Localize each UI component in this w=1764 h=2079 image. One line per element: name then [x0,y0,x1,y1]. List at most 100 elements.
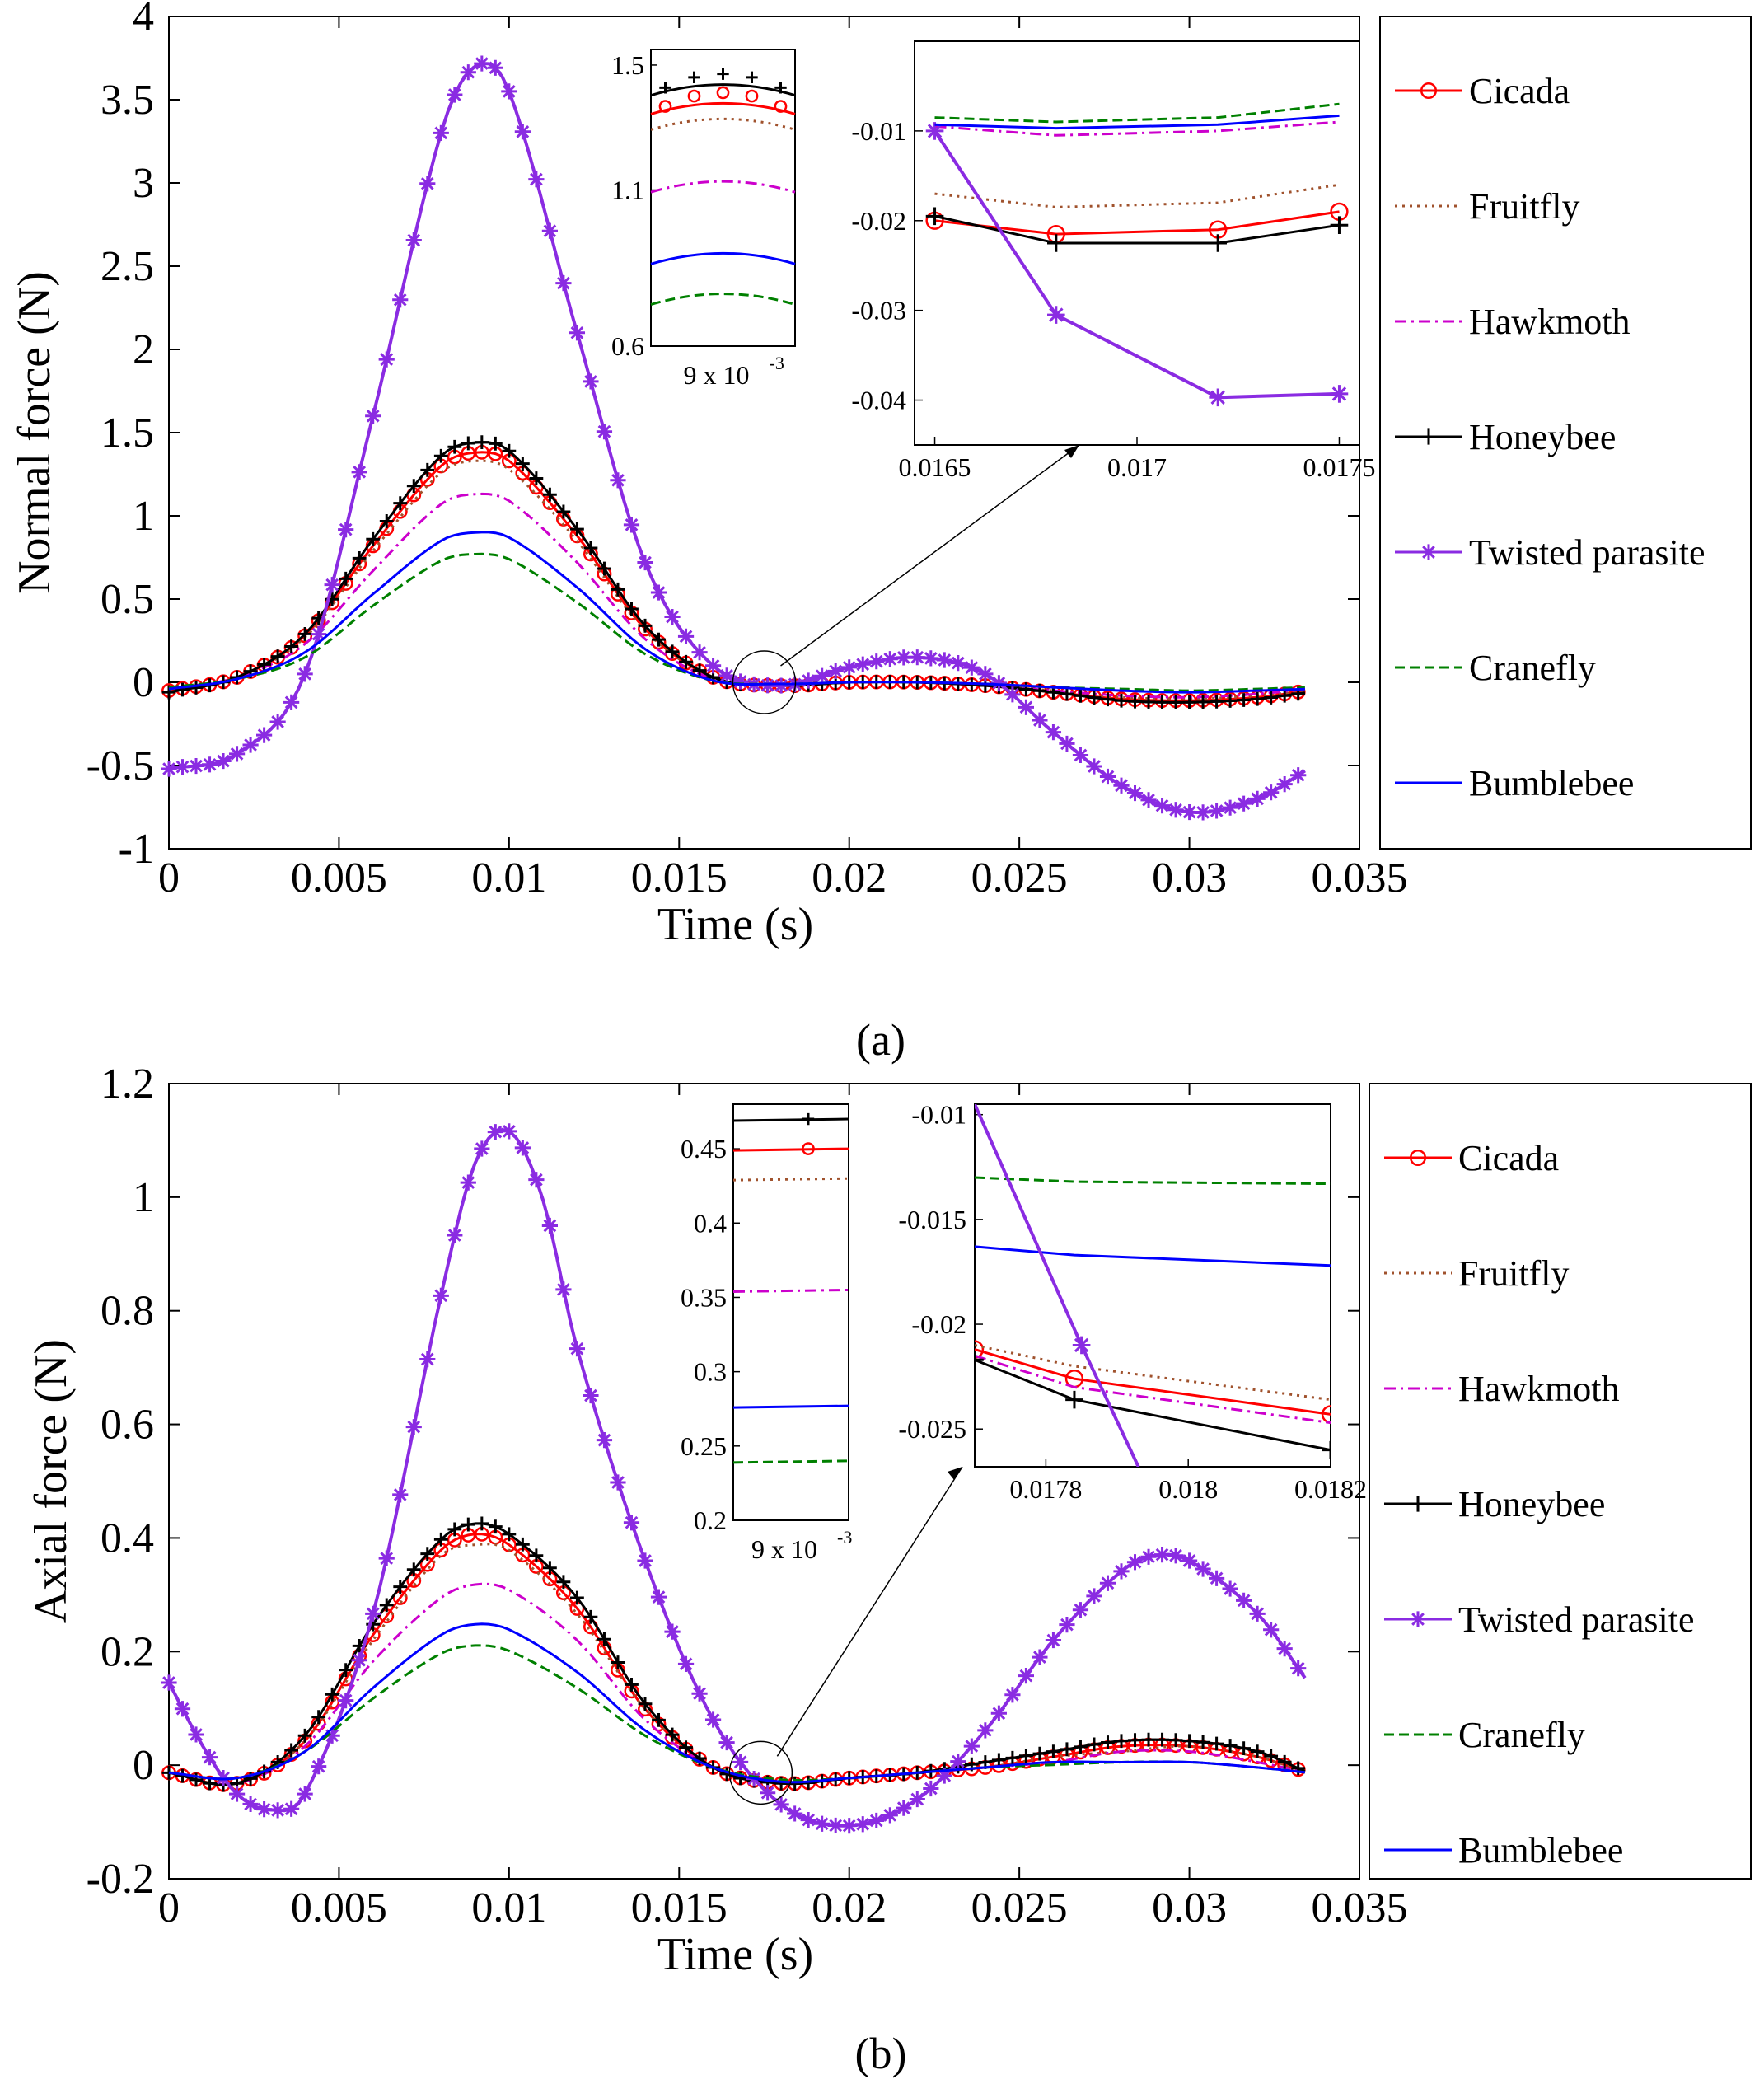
inset-series-line [934,214,1340,245]
y-tick-label: 3 [133,160,154,207]
marker-plus [529,1548,544,1563]
inset-x-tick-label: 0.018 [1158,1474,1218,1504]
marker-plus [638,1697,653,1711]
marker-plus [688,71,700,84]
legend-label: Fruitfly [1458,1253,1569,1294]
inset-series-line [934,120,1340,137]
x-tick-label: 0 [158,1885,180,1932]
marker-plus [1074,1740,1088,1754]
marker-plus [1046,1744,1060,1758]
marker-star [814,667,831,684]
marker-plus [420,1547,435,1561]
marker-star [664,1623,681,1640]
legend-label: Honeybee [1469,417,1616,457]
marker-star [583,373,599,390]
marker-star [950,655,966,672]
zoom-arrow [780,444,1080,667]
marker-plus [529,471,544,485]
marker-plus [1410,1496,1426,1512]
inset-series-line [732,1117,849,1122]
zoom-circle [732,650,797,714]
marker-plus [1141,1732,1156,1747]
marker-star [1004,1687,1021,1703]
marker-star [650,584,667,601]
marker-star [977,1722,994,1739]
marker-star [311,1758,327,1775]
marker-star [1113,1563,1130,1580]
marker-star [269,714,286,730]
marker-plus [366,531,381,546]
inset-series-line [732,1288,849,1293]
inset-y-tick-label: -0.02 [911,1309,966,1339]
marker-star [1181,803,1198,821]
marker-star [201,1749,218,1766]
inset-series-line [732,1459,849,1464]
inset-series-line [975,1348,1331,1416]
marker-star [637,1552,653,1569]
y-tick-label: 0 [133,1742,154,1789]
marker-star [650,1589,667,1605]
marker-star [854,1816,871,1833]
marker-plus [1210,1736,1224,1751]
marker-star [1072,747,1089,764]
marker-star [351,464,367,480]
marker-star [936,652,952,668]
marker-plus [659,82,671,94]
marker-star [1072,1336,1091,1355]
y-tick-label: 0.8 [101,1288,154,1335]
marker-star [365,408,381,424]
marker-star [474,1140,490,1157]
y-tick-label: 0.5 [101,576,154,623]
inset-y-tick-label: 1.1 [611,176,644,205]
marker-plus [502,443,517,458]
marker-plus [297,627,312,641]
marker-star [1045,724,1062,741]
marker-star [583,1387,599,1404]
zoom-arrowhead [948,1467,962,1480]
inset-series-line [650,101,796,115]
marker-star [501,83,517,100]
marker-star [977,666,994,682]
marker-star [623,1515,640,1531]
marker-star [882,651,898,667]
inset-series-line [650,117,796,131]
marker-star [800,672,816,689]
marker-plus [406,1562,421,1577]
inset-zoom-series [925,102,1349,407]
marker-star [963,659,980,676]
marker-star [174,1701,191,1717]
chart-panel-b: 0 0.005 0.01 0.015 0.02 0.025 0.03 0.035-0.200.… [26,1061,1752,1980]
x-tick-label: 0.02 [812,1885,887,1932]
inset-series-line [650,293,796,307]
marker-star [1113,777,1130,794]
marker-plus [311,1710,326,1725]
zoom-arrow [776,1466,963,1757]
legend-label: Bumblebee [1458,1830,1623,1871]
legend-label: Cicada [1458,1138,1559,1178]
marker-star [677,628,695,644]
marker-plus [570,522,584,536]
marker-plus [475,435,489,450]
legend-box [1369,1083,1752,1880]
marker-star [1290,1660,1307,1677]
marker-star [311,625,327,643]
marker-star [1126,1554,1144,1571]
marker-star [963,1738,980,1754]
marker-plus [189,681,204,695]
marker-star [909,649,925,666]
marker-star [174,759,191,775]
marker-star [1126,784,1144,802]
legend-label: Twisted parasite [1458,1599,1695,1640]
marker-plus [1101,1735,1115,1749]
caption-b: (b) [855,2029,907,2078]
caption-a: (a) [856,1015,905,1065]
inset-y-tick-label: -0.04 [851,386,906,415]
marker-plus [1114,1734,1129,1749]
marker-star [1153,798,1171,814]
marker-star [1290,767,1307,784]
marker-star [528,171,545,188]
marker-star [596,1432,613,1449]
marker-plus [652,632,666,647]
marker-star [814,1815,831,1832]
marker-plus [488,436,503,451]
